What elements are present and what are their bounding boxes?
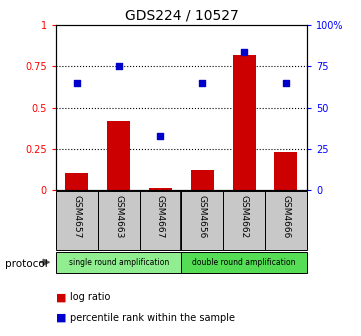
Point (74, 80, 80, 86)
Text: GSM4662: GSM4662 (240, 195, 249, 239)
Bar (107, 121, 130, 190)
Text: single round amplification: single round amplification (69, 258, 169, 267)
Bar (274, 152, 297, 190)
Text: GSM4663: GSM4663 (114, 195, 123, 239)
Text: GSM4667: GSM4667 (156, 195, 165, 239)
Bar (140, 191, 181, 250)
Text: protocol: protocol (5, 259, 48, 269)
Bar (191, 170, 214, 190)
Point (241, 49, 247, 54)
Bar (265, 191, 307, 250)
Text: GSM4666: GSM4666 (282, 195, 291, 239)
Bar (149, 188, 172, 190)
Bar (56, 191, 98, 250)
Title: GDS224 / 10527: GDS224 / 10527 (125, 9, 238, 23)
Text: GSM4657: GSM4657 (72, 195, 81, 239)
Bar (181, 191, 223, 250)
Text: ■: ■ (56, 312, 66, 323)
Bar (65, 173, 88, 190)
Point (158, 133, 164, 138)
Bar (98, 191, 140, 250)
Bar (223, 191, 265, 250)
Bar (56, 252, 181, 273)
Point (199, 80, 205, 86)
Text: GSM4656: GSM4656 (198, 195, 207, 239)
Bar (181, 252, 307, 273)
Point (283, 80, 289, 86)
Text: double round amplification: double round amplification (192, 258, 296, 267)
Bar (232, 55, 256, 190)
Point (116, 64, 122, 69)
Text: percentile rank within the sample: percentile rank within the sample (70, 312, 235, 323)
Text: log ratio: log ratio (70, 292, 111, 302)
Text: ■: ■ (56, 292, 66, 302)
